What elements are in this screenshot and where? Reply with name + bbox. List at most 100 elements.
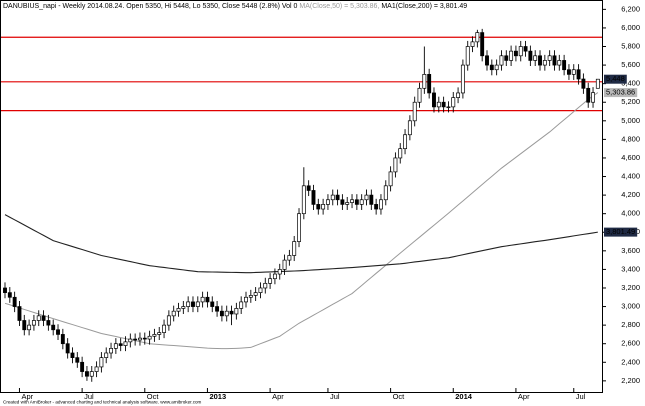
legend-ma200: MA1(Close,200) = 3,801.49 [381,3,467,10]
candle-body [205,296,210,303]
x-tick-label: Jul [330,392,340,401]
candle-body [60,334,65,345]
candle-body [581,78,586,89]
candle-body [41,315,46,321]
candle-body [234,308,239,315]
x-tick-label: 2014 [455,392,473,401]
y-tick-label: 6,000 [621,23,640,32]
y-tick-label: 3,200 [621,283,640,292]
candle-body [475,32,480,43]
value-box [604,227,638,237]
x-tick-label: Jul [84,392,94,401]
candle-body [7,292,12,298]
candle-body [297,213,301,242]
candle-body [118,343,123,346]
y-tick-label: 3,000 [621,302,640,311]
candle-body [195,301,200,307]
candle-body [533,55,538,61]
candle-body [22,320,27,331]
candle-body [591,92,595,103]
candle-body [335,194,340,201]
x-tick-label: Apr [21,392,33,401]
chart-header: DANUBIUS_napi - Weekly 2014.08.24. Open … [3,3,467,10]
y-tick-label: 2,600 [621,339,640,348]
candle-body [489,64,494,71]
candle-body [494,64,499,71]
candle-body [104,352,109,358]
x-tick-label: Oct [147,392,160,401]
candle-body [113,343,118,349]
candle-body [316,204,321,210]
candle-body [330,194,335,201]
candle-body [485,55,489,66]
candle-body [248,295,253,298]
y-tick-label: 3,600 [621,246,640,255]
candle-body [306,185,311,191]
candle-body [133,338,138,341]
plot-frame [0,0,603,393]
candle-body [51,324,56,331]
candle-body [89,371,94,377]
candle-body [460,64,465,94]
y-tick-label: 4,200 [621,190,640,199]
candle-body [12,296,17,307]
candle-body [287,255,292,261]
candle-body [388,171,393,187]
candle-body [99,357,104,368]
candle-body [595,78,600,89]
candle-body [436,101,441,108]
candle-body [17,306,22,321]
candle-body [70,352,75,358]
candle-body [219,310,224,317]
candle-body [258,287,263,293]
candle-body [282,259,287,270]
chart-title: DANUBIUS_napi - Weekly 2014.08.24. Open … [3,3,298,10]
value-box-label: 5,303.86 [606,88,635,97]
candle-body [470,41,475,47]
candle-body [379,199,383,210]
candle-body [504,55,509,61]
candle-body [427,74,432,94]
candle-body [200,296,205,303]
candle-body [138,337,142,341]
candle-body [36,315,41,321]
candle-body [513,50,518,57]
candle-body [354,199,359,205]
y-tick-label: 2,200 [621,376,640,385]
candle-body [547,55,552,61]
candle-body [210,301,215,307]
candle-body [46,320,51,326]
candle-body [263,282,268,289]
y-tick-label: 4,800 [621,134,640,143]
candle-body [465,46,470,66]
candle-body [359,199,364,205]
legend-ma50: MA(Close,50) = 5,303.86, [299,3,379,10]
candle-body [562,60,567,71]
candle-body [277,269,282,275]
x-tick-label: Jul [576,392,586,401]
candle-body [272,273,277,280]
candle-body [311,190,316,205]
candle-body [369,194,374,205]
candle-body [176,308,181,312]
ma-line [4,92,599,350]
candle-body [292,241,297,256]
x-tick-label: Apr [272,392,284,401]
candle-body [350,199,354,203]
candle-body [84,371,89,377]
candle-body [166,315,171,326]
candle-body [123,341,128,346]
y-tick-label: 5,600 [621,60,640,69]
candle-body [31,320,36,326]
candle-body [65,343,70,354]
candle-body [224,310,229,317]
candle-body [374,204,379,210]
candle-body [403,134,408,150]
candle-body [56,329,60,335]
x-tick-label: Apr [518,392,530,401]
candle-body [244,296,248,303]
candle-body [109,347,113,354]
candle-body [80,361,85,372]
candle-body [538,55,542,66]
